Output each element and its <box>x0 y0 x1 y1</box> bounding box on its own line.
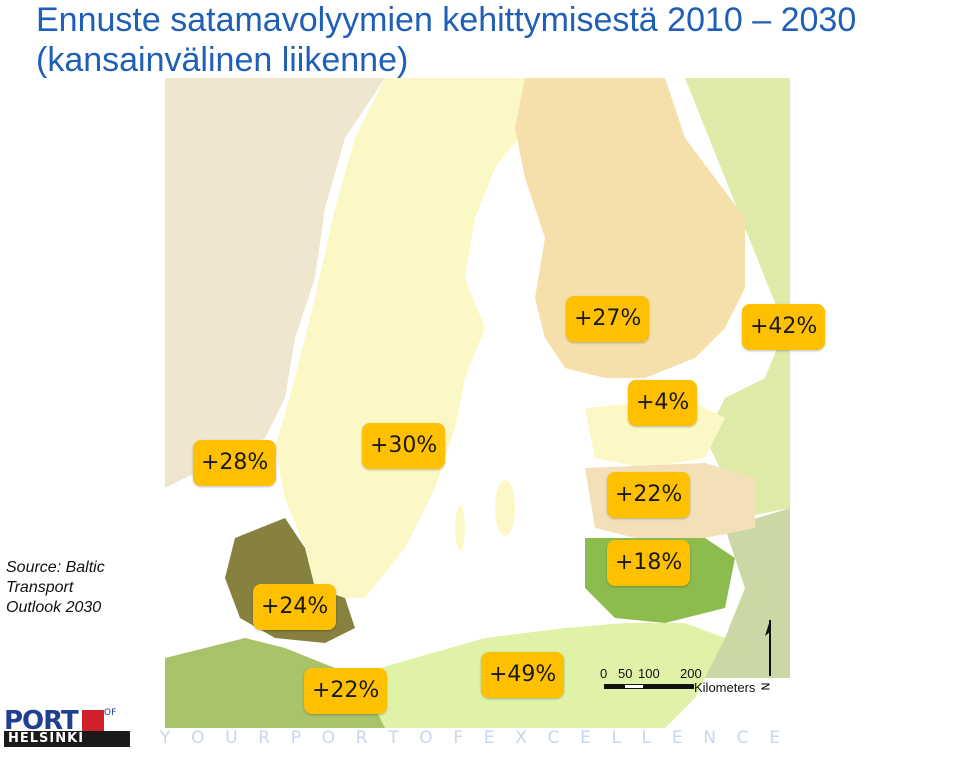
logo-red-square <box>82 710 104 732</box>
logo-helsinki-text: HELSINKI <box>4 731 130 747</box>
badge-russia-stpetersburg: +42% <box>742 304 826 350</box>
badge-poland: +49% <box>481 652 565 698</box>
tagline-letter: L <box>611 728 621 748</box>
north-label: N <box>759 682 773 691</box>
scale-tick-200: 200 <box>680 666 702 681</box>
source-line-1: Source: Baltic <box>6 559 105 576</box>
badge-latvia: +22% <box>607 472 691 518</box>
badge-finland-south: +27% <box>566 296 650 342</box>
tagline-letter: O <box>321 728 336 748</box>
scale-bar: 0 50 100 200 Kilometers <box>598 666 758 696</box>
tagline-letter: N <box>703 728 716 748</box>
logo-of-text: OF <box>104 708 117 718</box>
tagline-letter: O <box>191 728 205 748</box>
tagline-letter: T <box>388 728 399 748</box>
tagline-letter: E <box>580 728 591 748</box>
title-line-1: Ennuste satamavolyymien kehittymisestä 2… <box>36 1 857 39</box>
tagline: Y O U R P O R T O F E X C E L L E N C E <box>160 728 780 748</box>
tagline-letter: L <box>641 728 652 748</box>
tagline-letter: U <box>225 728 238 748</box>
source-line-2: Transport <box>6 579 74 596</box>
tagline-letter: O <box>419 728 433 748</box>
logo-port-text: PORT <box>4 706 79 736</box>
russia-region <box>665 78 790 518</box>
gotland-island <box>495 480 515 536</box>
tagline-letter: E <box>671 728 683 748</box>
scale-unit: Kilometers <box>694 680 756 695</box>
badge-sweden: +30% <box>362 423 446 469</box>
scale-tick-100: 100 <box>638 666 660 681</box>
badge-germany: +22% <box>304 668 388 714</box>
title-line-2: (kansainvälinen liikenne) <box>36 41 409 79</box>
tagline-letter: R <box>258 728 271 748</box>
sweden-region <box>275 78 535 598</box>
tagline-letter: P <box>290 728 301 748</box>
tagline-letter: C <box>547 728 560 748</box>
scale-bar-line <box>604 684 694 689</box>
badge-estonia: +4% <box>628 380 698 426</box>
page-title: Ennuste satamavolyymien kehittymisestä 2… <box>36 0 856 80</box>
tagline-letter: F <box>453 728 464 748</box>
norway-region <box>165 78 385 488</box>
scale-tick-0: 0 <box>600 666 608 681</box>
port-of-helsinki-logo: PORT OF HELSINKI <box>4 706 130 747</box>
badge-denmark: +24% <box>253 584 337 630</box>
tagline-letter: X <box>515 728 527 748</box>
badge-lithuania: +18% <box>607 540 691 586</box>
tagline-letter: E <box>769 728 780 748</box>
source-note: Source: Baltic Transport Outlook 2030 <box>6 558 156 618</box>
tagline-letter: C <box>736 728 749 748</box>
tagline-letter: Y <box>160 728 171 748</box>
badge-norway-south: +28% <box>193 440 277 486</box>
source-line-3: Outlook 2030 <box>6 599 102 616</box>
north-arrow-icon <box>765 620 771 676</box>
scale-bar-segment <box>624 684 644 689</box>
tagline-letter: E <box>483 728 495 748</box>
belarus-region <box>685 508 790 678</box>
scale-tick-50: 50 <box>618 666 633 681</box>
tagline-letter: R <box>355 728 368 748</box>
oland-island <box>455 506 465 550</box>
